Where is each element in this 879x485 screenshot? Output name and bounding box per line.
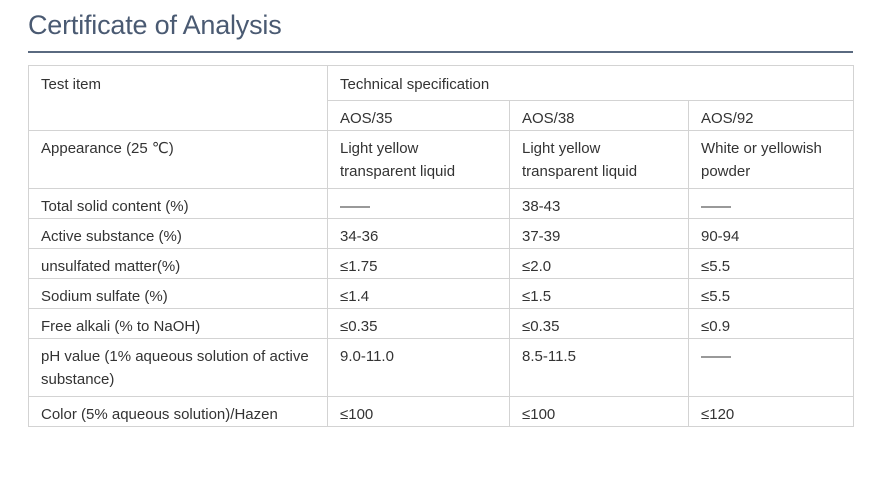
table-row: Sodium sulfate (%) ≤1.4 ≤1.5 ≤5.5 (28, 278, 855, 309)
header-grade-aos38: AOS/38 (509, 100, 689, 131)
row-item-label: Total solid content (%) (28, 188, 328, 219)
table-row: Appearance (25 ℃) Light yellow transpare… (28, 130, 855, 189)
table-grade-row: AOS/35 AOS/38 AOS/92 (29, 100, 855, 131)
row-value: ≤5.5 (687, 248, 855, 279)
row-value: 34-36 (327, 218, 510, 249)
table-header-row: Test item Technical specification (28, 65, 855, 131)
row-value: ≤1.5 (509, 278, 689, 309)
header-grade-aos92: AOS/92 (687, 100, 855, 131)
page-title: Certificate of Analysis (28, 10, 282, 40)
table-row: pH value (1% aqueous solution of active … (28, 338, 855, 397)
header-grade-aos35: AOS/35 (327, 100, 510, 131)
table-row: Free alkali (% to NaOH) ≤0.35 ≤0.35 ≤0.9 (28, 308, 855, 339)
row-value: —— (327, 188, 510, 219)
row-value: ≤100 (509, 396, 689, 427)
table-row: Active substance (%) 34-36 37-39 90-94 (28, 218, 855, 249)
table-row: unsulfated matter(%) ≤1.75 ≤2.0 ≤5.5 (28, 248, 855, 279)
row-value: ≤0.9 (687, 308, 855, 339)
analysis-table: Test item Technical specification AOS/35… (28, 65, 855, 427)
table-row: Color (5% aqueous solution)/Hazen ≤100 ≤… (28, 396, 855, 427)
row-item-label: pH value (1% aqueous solution of active … (28, 338, 328, 397)
row-value: Light yellow transparent liquid (509, 130, 689, 189)
row-value: Light yellow transparent liquid (327, 130, 510, 189)
row-value: 38-43 (509, 188, 689, 219)
row-item-label: Free alkali (% to NaOH) (28, 308, 328, 339)
table-row: Total solid content (%) —— 38-43 —— (28, 188, 855, 219)
row-value: ≤1.4 (327, 278, 510, 309)
row-value: 9.0-11.0 (327, 338, 510, 397)
row-value: —— (687, 188, 855, 219)
row-value: ≤1.75 (327, 248, 510, 279)
row-value: ≤100 (327, 396, 510, 427)
header-test-item: Test item (28, 65, 328, 131)
row-value: ≤120 (687, 396, 855, 427)
row-item-label: Appearance (25 ℃) (28, 130, 328, 189)
row-item-label: Color (5% aqueous solution)/Hazen (28, 396, 328, 427)
row-value: —— (687, 338, 855, 397)
row-item-label: unsulfated matter(%) (28, 248, 328, 279)
header-technical-specification: Technical specification (326, 65, 855, 101)
row-value: ≤0.35 (327, 308, 510, 339)
title-divider (28, 51, 853, 53)
row-value: 37-39 (509, 218, 689, 249)
row-value: ≤2.0 (509, 248, 689, 279)
row-value: 90-94 (687, 218, 855, 249)
row-value: ≤5.5 (687, 278, 855, 309)
row-item-label: Sodium sulfate (%) (28, 278, 328, 309)
row-value: ≤0.35 (509, 308, 689, 339)
row-value: 8.5-11.5 (509, 338, 689, 397)
row-value: White or yellowish powder (687, 130, 855, 189)
row-item-label: Active substance (%) (28, 218, 328, 249)
